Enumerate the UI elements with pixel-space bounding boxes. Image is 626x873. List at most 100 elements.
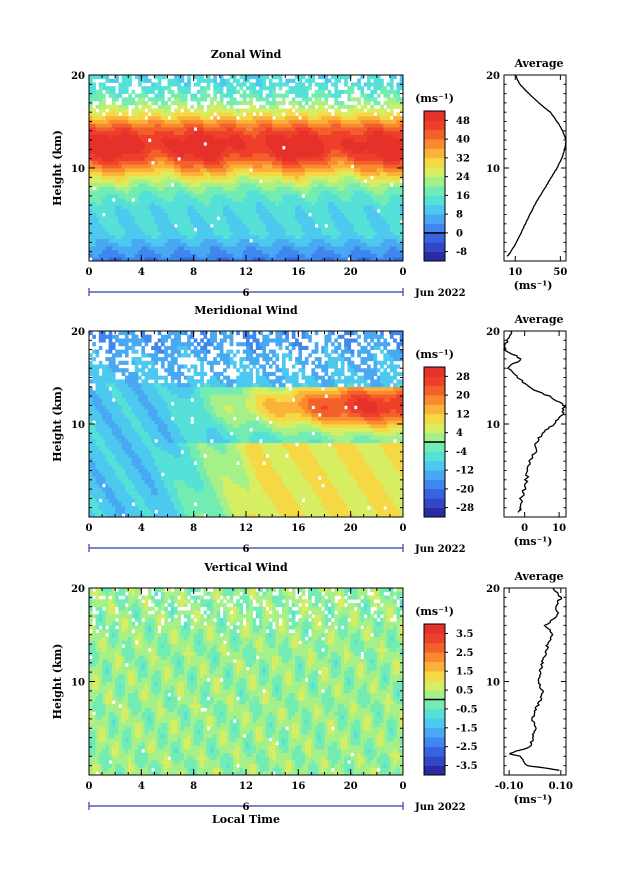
- colorbar-swatch: [424, 633, 445, 644]
- colorbar-swatch: [424, 488, 445, 499]
- profile-y-tick-label: 10: [486, 164, 500, 175]
- profile-line: [506, 74, 567, 257]
- colorbar-swatch: [424, 223, 445, 234]
- colorbar-swatch: [424, 242, 445, 252]
- profile-line: [509, 587, 563, 771]
- profile-x-tick-label: 50: [553, 267, 567, 278]
- x-tick-label: 20: [344, 267, 358, 278]
- chart-title: Vertical Wind: [203, 561, 288, 574]
- y-axis-label: Height (km): [51, 644, 64, 720]
- colorbar-unit: (ms⁻¹): [415, 348, 454, 361]
- colorbar-swatch: [424, 413, 445, 424]
- colorbar-tick-label: 32: [456, 153, 470, 164]
- profile-y-tick-label: 20: [486, 584, 500, 595]
- profile-x-label: (ms⁻¹): [514, 279, 553, 292]
- x-tick-label: 12: [239, 781, 253, 792]
- colorbar-swatch: [424, 680, 445, 691]
- profile-x-tick-label: 0: [521, 523, 528, 534]
- profile-title: Average: [513, 57, 563, 70]
- x-tick-label: 16: [291, 267, 305, 278]
- colorbar-swatch: [424, 204, 445, 215]
- x-axis-label: Local Time: [212, 813, 280, 826]
- colorbar-unit: (ms⁻¹): [415, 605, 454, 618]
- colorbar-swatch: [424, 718, 445, 729]
- x-tick-label: 0: [400, 267, 407, 278]
- colorbar-tick-label: -2.5: [456, 742, 478, 753]
- panel-2: Meridional Wind 0 4 8 12 16 20 0 10 20 Height (km)…: [51, 304, 567, 555]
- colorbar-swatch: [424, 451, 445, 462]
- x-tick-label: 0: [400, 523, 407, 534]
- colorbar-swatch: [424, 186, 445, 196]
- x-tick-label: 4: [138, 523, 145, 534]
- x-tick-label: 4: [138, 781, 145, 792]
- profile-y-tick-label: 20: [486, 71, 500, 82]
- colorbar-swatch: [424, 251, 445, 262]
- chart-title: Meridional Wind: [194, 304, 298, 317]
- x-tick-label: 12: [239, 523, 253, 534]
- colorbar-swatch: [424, 460, 445, 471]
- x-tick-label: 16: [291, 523, 305, 534]
- y-axis-label: Height (km): [51, 130, 64, 206]
- x-tick-label: 20: [344, 523, 358, 534]
- colorbar-swatch: [424, 432, 445, 443]
- colorbar-swatch: [424, 232, 445, 243]
- colorbar-tick-label: -1.5: [456, 723, 478, 734]
- profile-y-tick-label: 20: [486, 327, 500, 338]
- colorbar-swatch: [424, 195, 445, 206]
- profile-x-tick-label: 10: [508, 267, 522, 278]
- colorbar-swatch: [424, 167, 445, 177]
- profile-x-tick-label: 10: [552, 523, 566, 534]
- colorbar-swatch: [424, 479, 445, 490]
- heatmap-field: [89, 75, 404, 262]
- colorbar-swatch: [424, 214, 445, 224]
- colorbar-tick-label: -0.5: [456, 704, 478, 715]
- profile-y-tick-label: 10: [486, 678, 500, 689]
- colorbar-tick-label: 8: [456, 210, 463, 221]
- heatmap-field: [89, 588, 404, 776]
- colorbar-tick-label: 1.5: [456, 667, 473, 678]
- x-tick-label: 16: [291, 781, 305, 792]
- colorbar-swatch: [424, 708, 445, 719]
- y-tick-label: 10: [71, 164, 85, 175]
- colorbar-tick-label: -4: [456, 447, 467, 458]
- colorbar-swatch: [424, 442, 445, 452]
- colorbar-swatch: [424, 404, 445, 415]
- y-tick-label: 10: [71, 678, 85, 689]
- colorbar-tick-label: 0.5: [456, 686, 473, 697]
- profile-y-tick-label: 10: [486, 420, 500, 431]
- colorbar-swatch: [424, 671, 445, 681]
- colorbar-tick-label: 0: [456, 228, 463, 239]
- colorbar-tick-label: -12: [456, 466, 474, 477]
- y-tick-label: 20: [71, 71, 85, 82]
- colorbar-swatch: [424, 176, 445, 187]
- colorbar-swatch: [424, 642, 445, 653]
- colorbar-frame: [423, 110, 446, 262]
- day-label: 6: [243, 544, 250, 555]
- heatmap-field: [89, 331, 404, 518]
- colorbar-tick-label: 4: [456, 428, 463, 439]
- colorbar-unit: (ms⁻¹): [415, 92, 454, 105]
- colorbar-tick-label: -3.5: [456, 761, 478, 772]
- colorbar-swatch: [424, 111, 445, 121]
- colorbar-swatch: [424, 737, 445, 747]
- profile-line: [503, 330, 567, 513]
- date-label: Jun 2022: [414, 802, 466, 813]
- colorbar-swatch: [424, 507, 445, 518]
- colorbar-swatch: [424, 129, 445, 140]
- profile-title: Average: [513, 570, 563, 583]
- colorbar-swatch: [424, 624, 445, 634]
- colorbar-swatch: [424, 148, 445, 159]
- x-tick-label: 20: [344, 781, 358, 792]
- y-tick-label: 10: [71, 420, 85, 431]
- colorbar-swatch: [424, 157, 445, 168]
- x-tick-label: 0: [400, 781, 407, 792]
- colorbar-tick-label: -8: [456, 247, 467, 258]
- colorbar-swatch: [424, 139, 445, 149]
- profile-x-label: (ms⁻¹): [514, 535, 553, 548]
- y-tick-label: 20: [71, 584, 85, 595]
- colorbar-tick-label: -20: [456, 484, 474, 495]
- profile-x-tick-label: -0.10: [495, 781, 524, 792]
- chart-title: Zonal Wind: [211, 48, 282, 61]
- y-tick-label: 20: [71, 327, 85, 338]
